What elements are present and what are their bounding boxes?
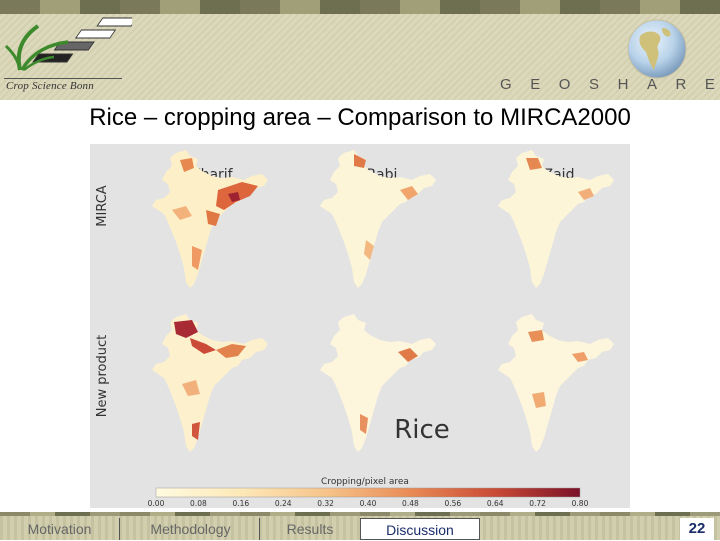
brand-letter: H — [617, 76, 629, 93]
crop-label: Rice — [394, 415, 450, 445]
colorbar-tick-label: 0.16 — [232, 499, 249, 508]
nav-discussion[interactable]: Discussion — [360, 518, 480, 540]
colorbar-tick-label: 0.56 — [444, 499, 461, 508]
colorbar-tick-label: 0.64 — [487, 499, 504, 508]
colorbar-tick-label: 0.08 — [190, 499, 207, 508]
colorbar-label: Cropping/pixel area — [321, 477, 409, 487]
nav-methodology[interactable]: Methodology — [122, 518, 260, 540]
logo-text: Crop Science Bonn — [6, 80, 94, 92]
map-mirca-kharif — [152, 150, 268, 288]
slide-header: Crop Science Bonn G E O S H A R E — [0, 0, 720, 100]
header-band — [0, 0, 720, 14]
logo-underline — [4, 78, 122, 79]
nav-motivation[interactable]: Motivation — [0, 518, 120, 540]
colorbar-tick-label: 0.00 — [148, 499, 165, 508]
colorbar-tick-label: 0.40 — [360, 499, 377, 508]
colorbar-tick-label: 0.32 — [317, 499, 334, 508]
brand-letter: E — [704, 76, 715, 93]
brand-letter: O — [558, 76, 571, 93]
crop-science-logo-icon — [4, 17, 132, 71]
colorbar-tick-label: 0.72 — [529, 499, 546, 508]
slide-title: Rice – cropping area – Comparison to MIR… — [89, 104, 631, 131]
map-figure-svg: MIRCA New product Kharif Rabi Zaid — [95, 150, 614, 508]
row-label-new-product: New product — [95, 335, 110, 418]
colorbar-ticks: 0.00 0.08 0.16 0.24 0.32 0.40 0.48 0.56 0.64 0.72… — [148, 499, 589, 508]
brand-letter: A — [646, 76, 657, 93]
brand-letter: S — [589, 76, 600, 93]
geoshare-brand: G E O S H A R E — [500, 76, 715, 93]
brand-letter: R — [675, 76, 687, 93]
brand-letter: G — [500, 76, 512, 93]
map-figure: MIRCA New product Kharif Rabi Zaid — [90, 144, 630, 508]
brand-letter: E — [530, 76, 541, 93]
colorbar-tick-label: 0.48 — [402, 499, 419, 508]
colorbar — [155, 487, 581, 498]
globe-icon — [627, 19, 687, 79]
footer-band — [0, 512, 720, 517]
nav-results[interactable]: Results — [286, 521, 334, 537]
map-mirca-zaid — [498, 150, 614, 288]
map-mirca-rabi — [320, 150, 436, 288]
colorbar-tick-label: 0.24 — [275, 499, 292, 508]
map-new-rabi — [320, 314, 436, 452]
row-label-mirca: MIRCA — [95, 185, 110, 227]
map-new-zaid — [498, 314, 614, 452]
colorbar-tick-label: 0.80 — [572, 499, 589, 508]
page-number: 22 — [680, 518, 714, 540]
map-new-kharif — [152, 314, 268, 452]
